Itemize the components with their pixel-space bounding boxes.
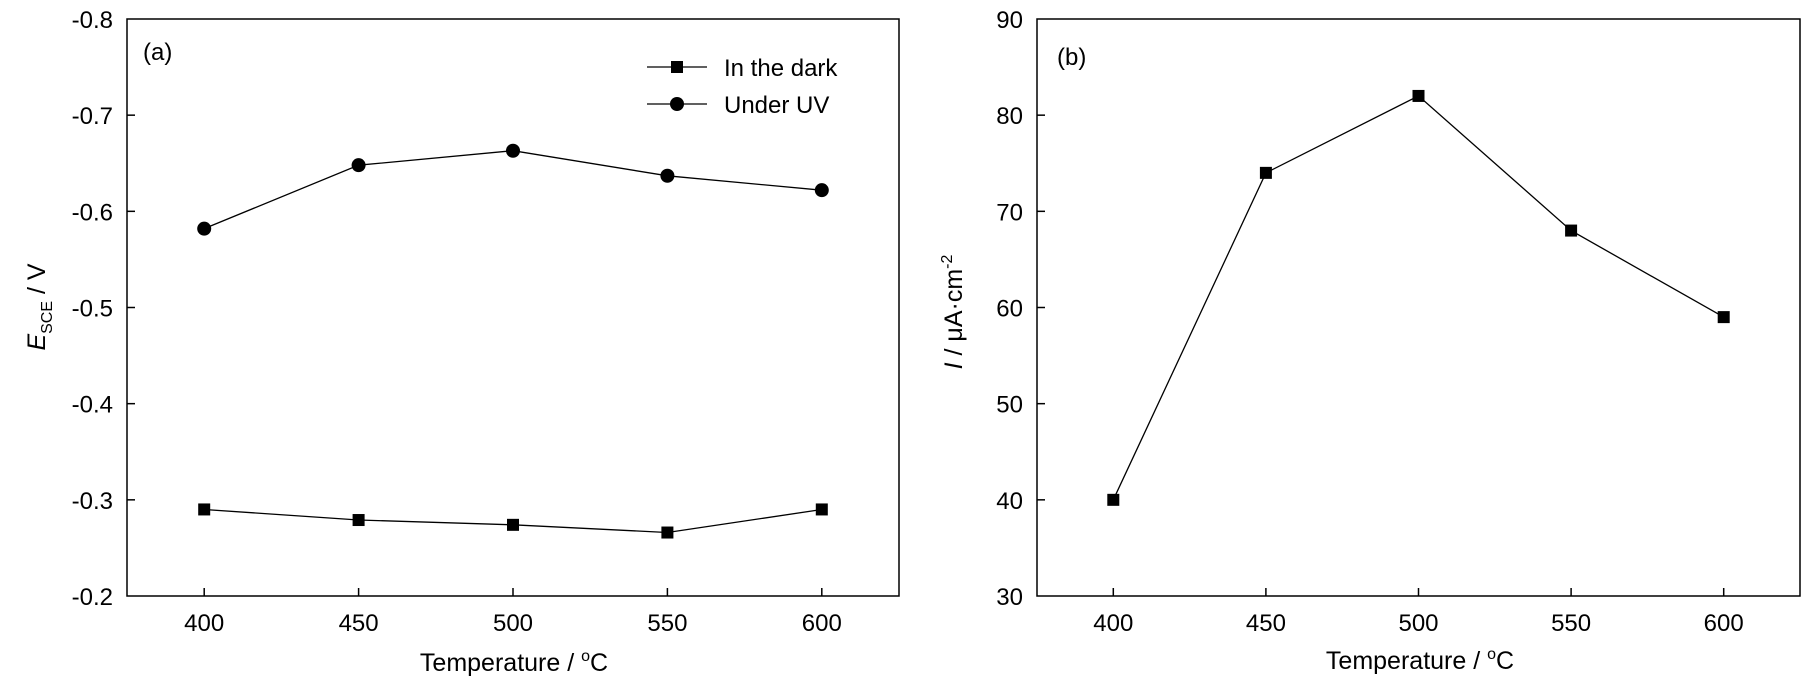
y-tick-label-b: 90 [996, 7, 1023, 34]
y-tick-label-b: 70 [996, 199, 1023, 226]
y-axis-b: 30 40 50 60 70 80 90 [996, 7, 1045, 611]
data-point-a-1 [660, 168, 675, 183]
y-tick-label-b: 50 [996, 392, 1023, 419]
y-tick-label-a: -0.2 [72, 584, 113, 611]
data-point-b-0 [1259, 166, 1272, 179]
data-point-a-0 [198, 503, 211, 516]
y-tick-label-a: -0.3 [72, 488, 113, 515]
x-axis-a: 400 450 500 550 600 [184, 588, 842, 637]
x-tick-label-a: 500 [493, 610, 533, 637]
data-point-a-0 [507, 518, 519, 531]
y-tick-label-a: -0.7 [72, 103, 113, 130]
data-point-a-1 [197, 221, 212, 236]
data-point-a-0 [815, 503, 828, 516]
y-axis-title-a: ESCE / V [23, 263, 56, 350]
data-point-b-0 [1412, 89, 1425, 102]
x-tick-label-b: 500 [1398, 610, 1438, 637]
x-tick-label-a: 450 [339, 610, 379, 637]
x-tick-label-a: 400 [184, 610, 224, 637]
chart-panel-a: -0.2 -0.3 -0.4 -0.5 -0.6 -0.7 -0.8 400 450 500 55… [23, 7, 900, 677]
y-tick-label-a: -0.5 [72, 296, 113, 323]
y-tick-label-b: 30 [996, 584, 1023, 611]
y-tick-label-a: -0.8 [72, 7, 113, 34]
panel-label-a: (a) [143, 39, 172, 66]
x-tick-label-b: 550 [1551, 610, 1591, 637]
x-axis-title-b: Temperature / oC [1326, 646, 1514, 675]
legend-label-under-uv: Under UV [724, 92, 829, 119]
data-point-b-0 [1107, 493, 1120, 506]
x-tick-label-b: 600 [1704, 610, 1744, 637]
series-layer-b [1107, 89, 1730, 506]
plot-frame-b [1036, 18, 1801, 597]
x-tick-label-b: 400 [1093, 610, 1133, 637]
y-tick-label-a: -0.6 [72, 199, 113, 226]
y-tick-label-b: 60 [996, 296, 1023, 323]
data-point-b-0 [1717, 311, 1730, 324]
legend-marker-in-the-dark [671, 61, 683, 73]
legend-item-under-uv: Under UV [647, 92, 829, 119]
y-tick-label-a: -0.4 [72, 392, 113, 419]
x-tick-label-a: 550 [647, 610, 687, 637]
series-line-a-1 [203, 150, 822, 230]
data-point-a-0 [352, 514, 365, 527]
legend-a: In the dark Under UV [647, 55, 838, 119]
data-point-a-1 [351, 158, 366, 173]
x-tick-label-a: 600 [802, 610, 842, 637]
y-axis-title-b: I / μA·cm-2 [939, 255, 968, 370]
y-tick-label-b: 80 [996, 103, 1023, 130]
x-axis-b: 400 450 500 550 600 [1093, 588, 1744, 637]
legend-label-in-the-dark: In the dark [724, 55, 838, 82]
y-axis-a: -0.2 -0.3 -0.4 -0.5 -0.6 -0.7 -0.8 [72, 7, 135, 611]
legend-marker-under-uv [670, 97, 684, 111]
legend-item-in-the-dark: In the dark [647, 55, 838, 82]
data-point-a-1 [814, 183, 829, 198]
panel-label-b: (b) [1057, 44, 1086, 71]
x-axis-title-a: Temperature / oC [420, 648, 608, 677]
chart-panel-b: 30 40 50 60 70 80 90 400 450 500 550 600 (b) Tempe… [939, 7, 1801, 675]
y-tick-label-b: 40 [996, 488, 1023, 515]
series-layer-a [197, 143, 829, 539]
data-point-a-0 [661, 526, 674, 539]
series-line-b-0 [1112, 95, 1725, 501]
x-tick-label-b: 450 [1246, 610, 1286, 637]
data-point-a-1 [506, 143, 520, 158]
data-point-b-0 [1565, 224, 1578, 237]
